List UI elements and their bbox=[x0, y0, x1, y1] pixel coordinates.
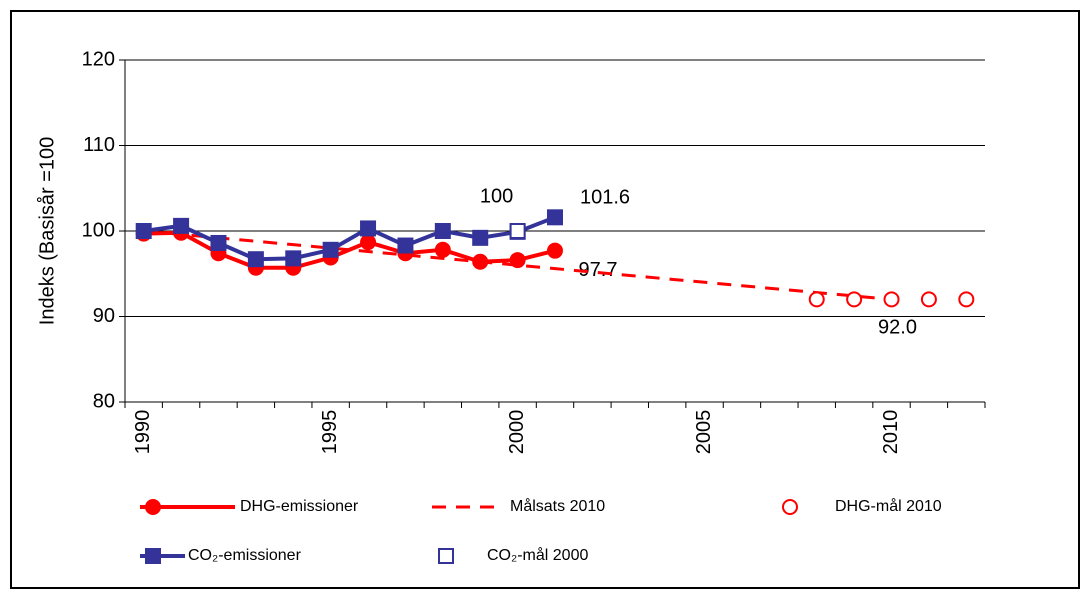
marker bbox=[360, 220, 377, 237]
marker bbox=[472, 229, 489, 246]
legend-label: Målsats 2010 bbox=[510, 497, 605, 515]
marker bbox=[846, 291, 863, 308]
marker bbox=[285, 250, 302, 267]
marker bbox=[434, 223, 451, 239]
value-label: 101.6 bbox=[580, 187, 630, 209]
marker bbox=[247, 251, 264, 268]
marker bbox=[547, 242, 563, 259]
marker bbox=[883, 291, 900, 308]
marker bbox=[145, 499, 161, 515]
legend-label: CO₂-mål 2000 bbox=[487, 546, 588, 564]
legend-label: CO₂-emissioner bbox=[188, 547, 302, 564]
x-tick-label: 1995 bbox=[319, 410, 341, 455]
y-tick-label: 80 bbox=[93, 390, 115, 412]
marker bbox=[808, 291, 825, 308]
value-label: 100 bbox=[480, 185, 513, 207]
y-tick-label: 120 bbox=[82, 48, 115, 70]
marker bbox=[322, 241, 339, 258]
legend-label: DHG-mål 2010 bbox=[835, 497, 942, 515]
series-line bbox=[143, 229, 892, 301]
x-tick-label: 1990 bbox=[132, 410, 154, 455]
marker bbox=[145, 548, 161, 564]
y-tick-label: 110 bbox=[83, 134, 115, 156]
marker bbox=[920, 291, 937, 308]
value-label: 92.0 bbox=[878, 317, 917, 339]
chart-border bbox=[10, 10, 1080, 589]
marker bbox=[438, 548, 454, 564]
marker bbox=[434, 241, 451, 258]
legend-label: DHG-emissioner bbox=[240, 498, 359, 515]
x-tick-label: 2010 bbox=[880, 410, 902, 455]
marker bbox=[360, 234, 377, 251]
marker bbox=[509, 223, 526, 239]
y-axis-label: Indeks (Basisår =100 bbox=[36, 137, 58, 325]
marker bbox=[173, 217, 190, 234]
x-tick-label: 2005 bbox=[693, 410, 715, 455]
marker bbox=[958, 291, 975, 308]
value-label: 97.7 bbox=[579, 259, 618, 281]
y-tick-label: 100 bbox=[82, 219, 115, 241]
marker bbox=[547, 209, 563, 226]
marker bbox=[782, 499, 798, 515]
marker bbox=[210, 234, 227, 251]
x-tick-label: 2000 bbox=[506, 410, 528, 455]
y-tick-label: 90 bbox=[93, 305, 115, 327]
marker bbox=[135, 223, 152, 239]
marker bbox=[397, 237, 414, 254]
